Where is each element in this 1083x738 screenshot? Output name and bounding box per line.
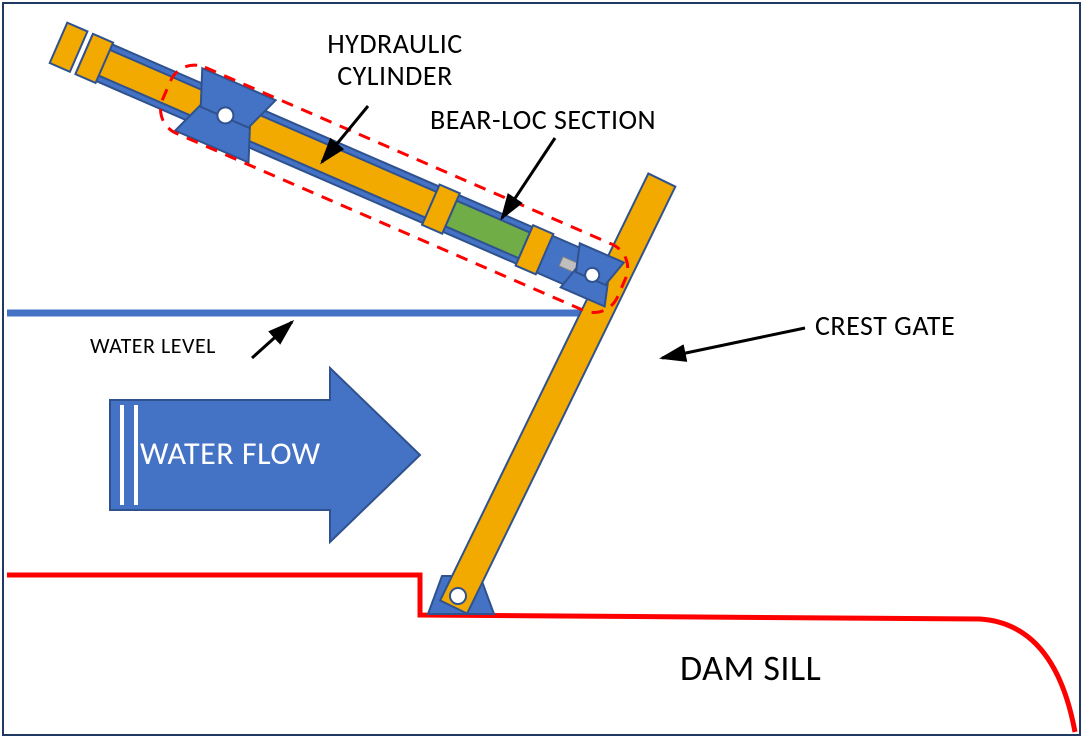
dam-sill-profile <box>7 575 1075 732</box>
arrow-bear-loc <box>502 138 555 218</box>
label-hydraulic-cylinder: HYDRAULIC CYLINDER <box>290 28 500 92</box>
label-bear-loc-section: BEAR-LOC SECTION <box>430 104 656 136</box>
label-dam-sill: DAM SILL <box>680 648 821 689</box>
label-crest-gate: CREST GATE <box>815 310 955 342</box>
diagram-canvas: HYDRAULIC CYLINDER BEAR-LOC SECTION CRES… <box>0 0 1083 738</box>
arrow-crest-gate <box>662 328 805 358</box>
label-water-flow: WATER FLOW <box>140 436 321 473</box>
arrow-water-level <box>252 322 292 358</box>
label-water-level: WATER LEVEL <box>90 333 216 358</box>
gate-hinge-pin <box>450 588 466 604</box>
